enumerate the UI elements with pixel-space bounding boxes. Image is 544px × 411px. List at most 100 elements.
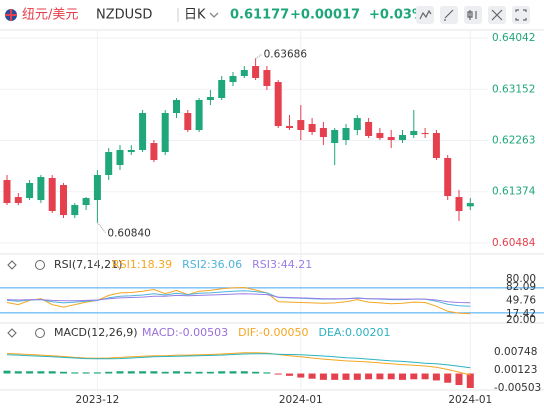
- macd-bar: [274, 373, 282, 375]
- annotation-leader: [97, 222, 106, 233]
- macd-bar: [308, 373, 316, 379]
- legend-entry: DEA:0.00201: [319, 326, 391, 339]
- series-line: [6, 352, 471, 376]
- period[interactable]: 日K: [184, 8, 206, 23]
- y-tick-label: 0.00748: [494, 346, 537, 358]
- x-tick-label: 2024-01: [448, 394, 492, 406]
- candle-body: [387, 137, 395, 141]
- candle-body: [82, 198, 90, 206]
- candle-body: [410, 130, 418, 136]
- macd-bar: [444, 373, 452, 383]
- icon-close: [491, 9, 503, 21]
- change: +0.00017: [290, 8, 360, 23]
- candle-body: [139, 113, 147, 151]
- tool-button[interactable]: [440, 6, 458, 24]
- settings-icon[interactable]: [35, 328, 45, 338]
- candle-body: [331, 130, 339, 144]
- period-dropdown[interactable]: [209, 12, 219, 18]
- macd-bar: [26, 371, 34, 374]
- macd-bar: [319, 373, 327, 380]
- macd-header: MACD(12,26,9): [7, 326, 138, 339]
- candle-body: [444, 158, 452, 197]
- macd-bar: [421, 373, 429, 380]
- candle-body: [37, 177, 45, 201]
- icon-pen: [444, 9, 454, 21]
- series-line: [6, 286, 471, 315]
- candle-body: [127, 150, 135, 153]
- legend-entry: MACD:-0.00503: [142, 326, 228, 339]
- collapse-icon[interactable]: [7, 328, 17, 338]
- y-tick-label: 82.09: [506, 281, 536, 293]
- panel-title: RSI(7,14,21): [54, 258, 122, 271]
- macd-bar: [229, 371, 237, 374]
- candle-body: [26, 183, 34, 199]
- candle-body: [71, 205, 79, 216]
- tool-button[interactable]: [464, 6, 482, 24]
- macd-bar: [139, 371, 147, 374]
- candle-body: [150, 143, 158, 161]
- legend-entry: RSI1:18.39: [112, 258, 172, 271]
- candle-body: [432, 133, 440, 159]
- collapse-icon[interactable]: [7, 260, 17, 270]
- y-tick-label: 49.76: [506, 294, 536, 306]
- candle-body: [466, 203, 474, 207]
- y-tick-label: 0.63152: [492, 83, 535, 95]
- icon-fullscreen: [515, 9, 527, 21]
- macd-bar: [116, 371, 124, 374]
- tool-button[interactable]: [512, 6, 530, 24]
- macd-bar: [297, 373, 305, 378]
- macd-bar: [184, 371, 192, 374]
- macd-bar: [466, 373, 474, 388]
- macd-bar: [455, 373, 463, 386]
- macd-bar: [353, 373, 361, 380]
- macd-bar: [105, 371, 113, 374]
- macd-bar: [37, 371, 45, 374]
- candle-body: [421, 133, 429, 135]
- macd-bar: [161, 371, 169, 374]
- candle-body: [286, 126, 293, 128]
- symbol: NZDUSD: [96, 8, 152, 23]
- annotation-leader: [255, 54, 262, 59]
- candle-body: [161, 113, 169, 153]
- candle-body: [376, 133, 384, 139]
- candle-body: [48, 178, 56, 212]
- candle-body: [274, 82, 282, 127]
- macd-bar: [240, 371, 248, 374]
- candle-body: [240, 70, 248, 77]
- candle-body: [218, 80, 226, 99]
- settings-icon[interactable]: [35, 260, 45, 270]
- candle-body: [252, 66, 260, 78]
- candle-body: [195, 99, 203, 131]
- candle-body: [93, 175, 101, 201]
- macd-bar: [82, 372, 90, 374]
- legend-entry: RSI3:44.21: [252, 258, 312, 271]
- y-tick-label: 0.62263: [492, 135, 535, 147]
- macd-bar: [93, 372, 101, 374]
- series-line: [6, 353, 471, 369]
- icon-candle: [467, 10, 477, 20]
- x-tick-label: 2024-01: [279, 394, 323, 406]
- macd-bar: [410, 373, 418, 380]
- candle-body: [173, 99, 180, 114]
- macd-bar: [252, 371, 260, 374]
- candle-body: [297, 120, 305, 131]
- x-tick-label: 2023-12: [75, 394, 119, 406]
- macd-bar: [331, 373, 339, 380]
- legend-entry: DIF:-0.00050: [238, 326, 308, 339]
- candle-body: [399, 135, 406, 141]
- candle-body: [14, 197, 22, 204]
- candle-body: [184, 113, 192, 131]
- macd-bar: [399, 373, 406, 380]
- candle-body: [353, 118, 361, 131]
- candle-body: [308, 124, 316, 133]
- macd-bar: [218, 371, 226, 374]
- y-tick-label: 17.42: [506, 308, 536, 320]
- macd-bar: [432, 373, 440, 381]
- macd-bar: [387, 373, 395, 380]
- candle-body: [229, 76, 237, 83]
- macd-bar: [342, 373, 350, 380]
- macd-bar: [195, 371, 203, 374]
- legend-entry: RSI2:36.06: [182, 258, 242, 271]
- macd-bar: [376, 373, 384, 380]
